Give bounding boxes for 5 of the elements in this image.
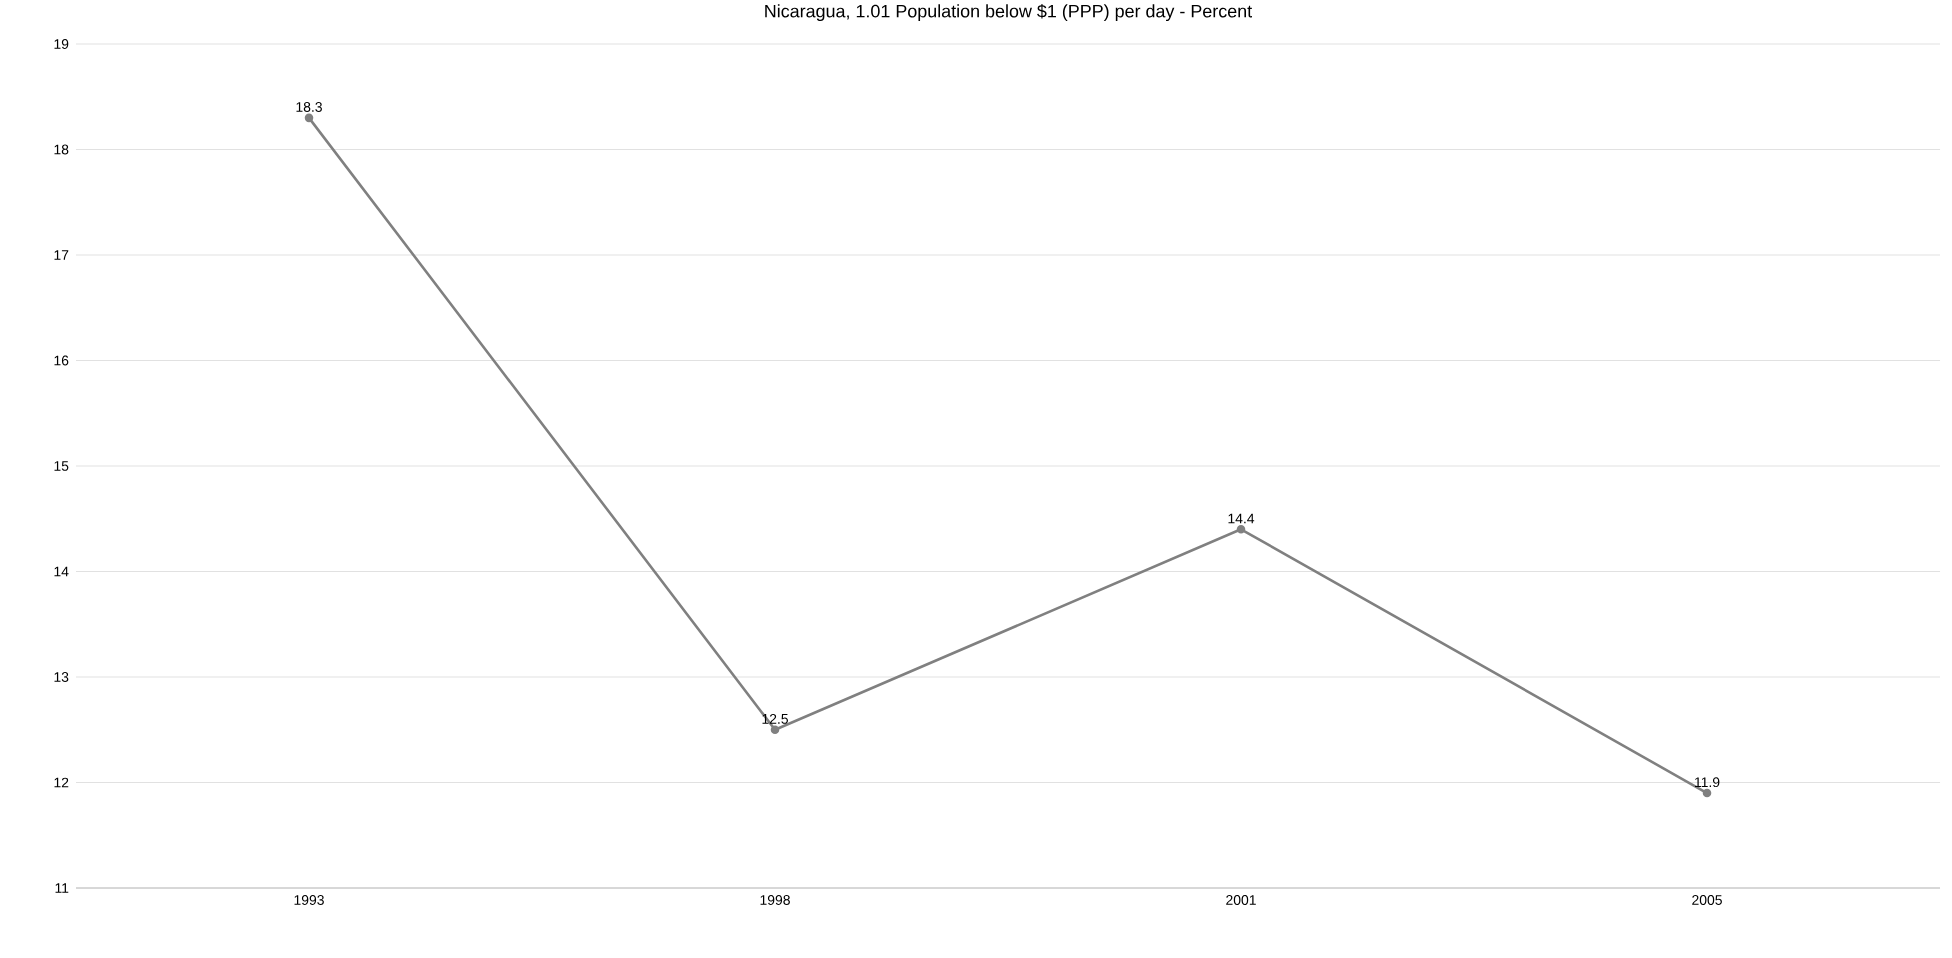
chart-title: Nicaragua, 1.01 Population below $1 (PPP) per day - Percent (765, 4, 1252, 22)
point (304, 113, 314, 123)
point (1702, 788, 1712, 798)
point (770, 725, 780, 735)
point (1236, 525, 1246, 534)
